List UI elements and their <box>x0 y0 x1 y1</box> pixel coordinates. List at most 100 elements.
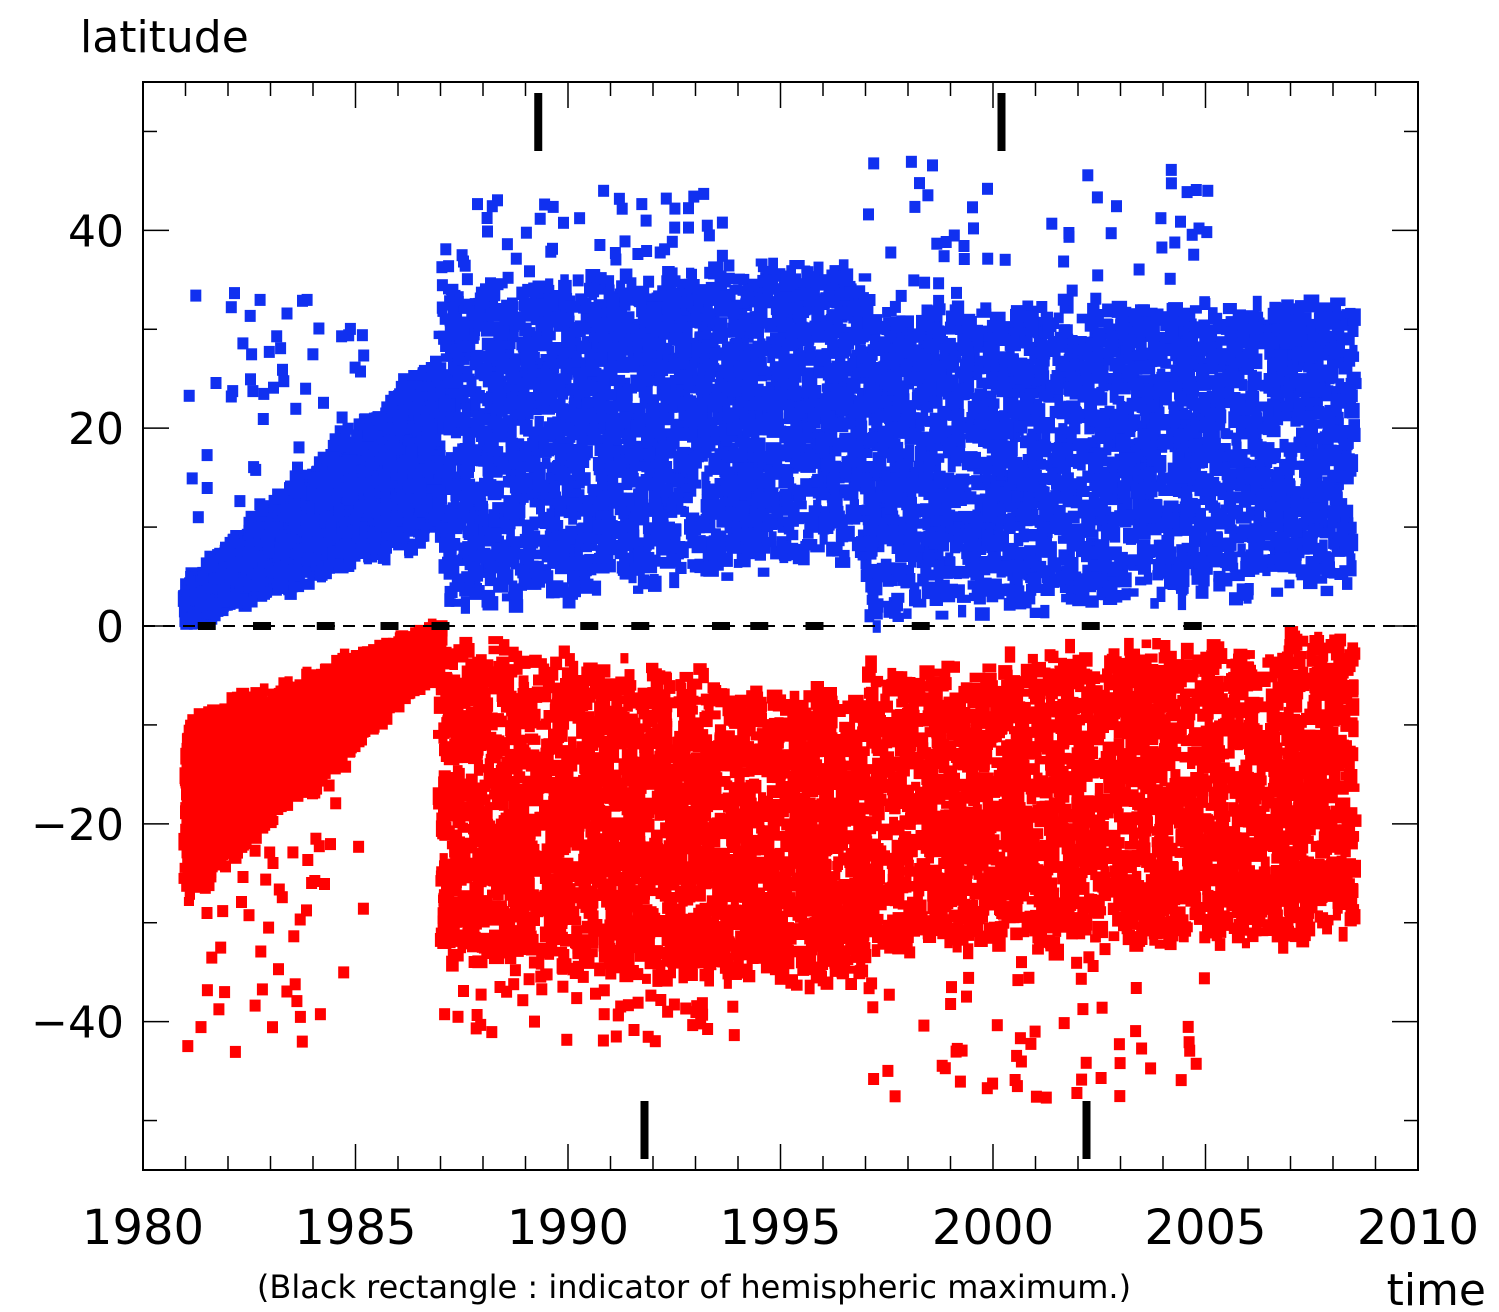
data-point <box>247 385 258 397</box>
data-point <box>729 448 744 462</box>
data-point <box>558 312 567 326</box>
data-point <box>264 346 275 358</box>
data-point <box>207 600 218 610</box>
data-point <box>784 524 795 535</box>
data-point <box>246 348 257 360</box>
data-point <box>622 474 632 485</box>
data-point <box>516 341 525 350</box>
data-point <box>439 398 452 411</box>
data-point <box>421 522 429 533</box>
data-point <box>462 340 472 352</box>
data-point <box>483 477 493 492</box>
data-point <box>193 511 204 523</box>
data-point <box>234 495 245 507</box>
data-point <box>572 468 584 478</box>
data-point <box>350 362 361 374</box>
data-point <box>245 310 256 322</box>
data-point <box>701 472 709 489</box>
data-point <box>415 465 431 476</box>
data-point <box>450 490 461 501</box>
data-point <box>367 531 382 542</box>
data-point <box>405 480 414 494</box>
data-point <box>558 280 572 294</box>
data-point <box>317 571 328 581</box>
data-point <box>558 535 571 550</box>
data-point <box>288 508 301 526</box>
data-point <box>710 499 726 514</box>
data-point <box>313 323 324 335</box>
data-point <box>606 285 615 295</box>
data-point <box>211 377 222 389</box>
data-point <box>311 514 320 527</box>
data-point <box>811 476 824 485</box>
data-point <box>703 561 719 577</box>
data-point <box>538 512 547 528</box>
data-point <box>248 461 259 473</box>
data-point <box>598 380 609 388</box>
data-point <box>439 559 454 574</box>
data-point <box>243 547 257 563</box>
data-point <box>255 294 266 306</box>
data-point <box>795 462 809 471</box>
data-point <box>609 375 625 386</box>
data-point <box>258 388 269 400</box>
data-point <box>204 551 215 563</box>
data-point <box>202 449 213 461</box>
data-point <box>733 274 745 285</box>
data-point <box>642 437 652 449</box>
data-point <box>505 359 520 371</box>
data-point <box>356 537 367 555</box>
data-point <box>633 294 643 302</box>
data-point <box>304 579 315 590</box>
data-point <box>711 430 720 445</box>
data-point <box>470 535 485 549</box>
data-point <box>451 599 462 607</box>
data-point <box>278 375 289 387</box>
data-point <box>278 542 289 558</box>
data-point <box>328 465 340 482</box>
data-point <box>634 546 644 562</box>
data-point <box>292 462 303 474</box>
data-point <box>307 348 318 360</box>
data-point <box>840 270 851 286</box>
data-point <box>715 379 728 388</box>
data-point <box>335 543 348 559</box>
data-point <box>218 591 233 600</box>
data-point <box>445 509 458 522</box>
data-point <box>282 308 293 320</box>
data-point <box>288 564 302 581</box>
data-point <box>350 514 360 525</box>
data-point <box>568 407 577 417</box>
data-point <box>678 353 690 369</box>
data-point <box>600 543 609 554</box>
data-point <box>653 509 667 518</box>
data-point <box>461 596 470 614</box>
data-point <box>281 503 289 514</box>
data-point <box>646 405 660 418</box>
data-point <box>303 553 317 566</box>
data-point <box>300 383 311 395</box>
data-point <box>371 475 381 486</box>
data-point <box>436 486 445 498</box>
data-point <box>187 576 196 589</box>
data-point <box>255 504 266 516</box>
data-point <box>343 491 359 506</box>
data-point <box>257 555 268 569</box>
data-point <box>271 330 282 342</box>
data-point <box>258 413 269 425</box>
data-point <box>829 472 840 489</box>
data-point <box>758 568 770 577</box>
data-point <box>788 483 797 492</box>
data-point <box>277 364 288 376</box>
data-point <box>209 573 220 584</box>
data-point <box>252 572 266 584</box>
data-point <box>334 504 345 521</box>
data-point <box>326 522 337 540</box>
data-point <box>740 527 753 545</box>
data-point <box>669 332 682 345</box>
data-point <box>202 482 213 494</box>
data-point <box>395 421 404 436</box>
data-point <box>390 512 403 524</box>
data-point <box>569 397 581 408</box>
data-point <box>369 442 379 451</box>
